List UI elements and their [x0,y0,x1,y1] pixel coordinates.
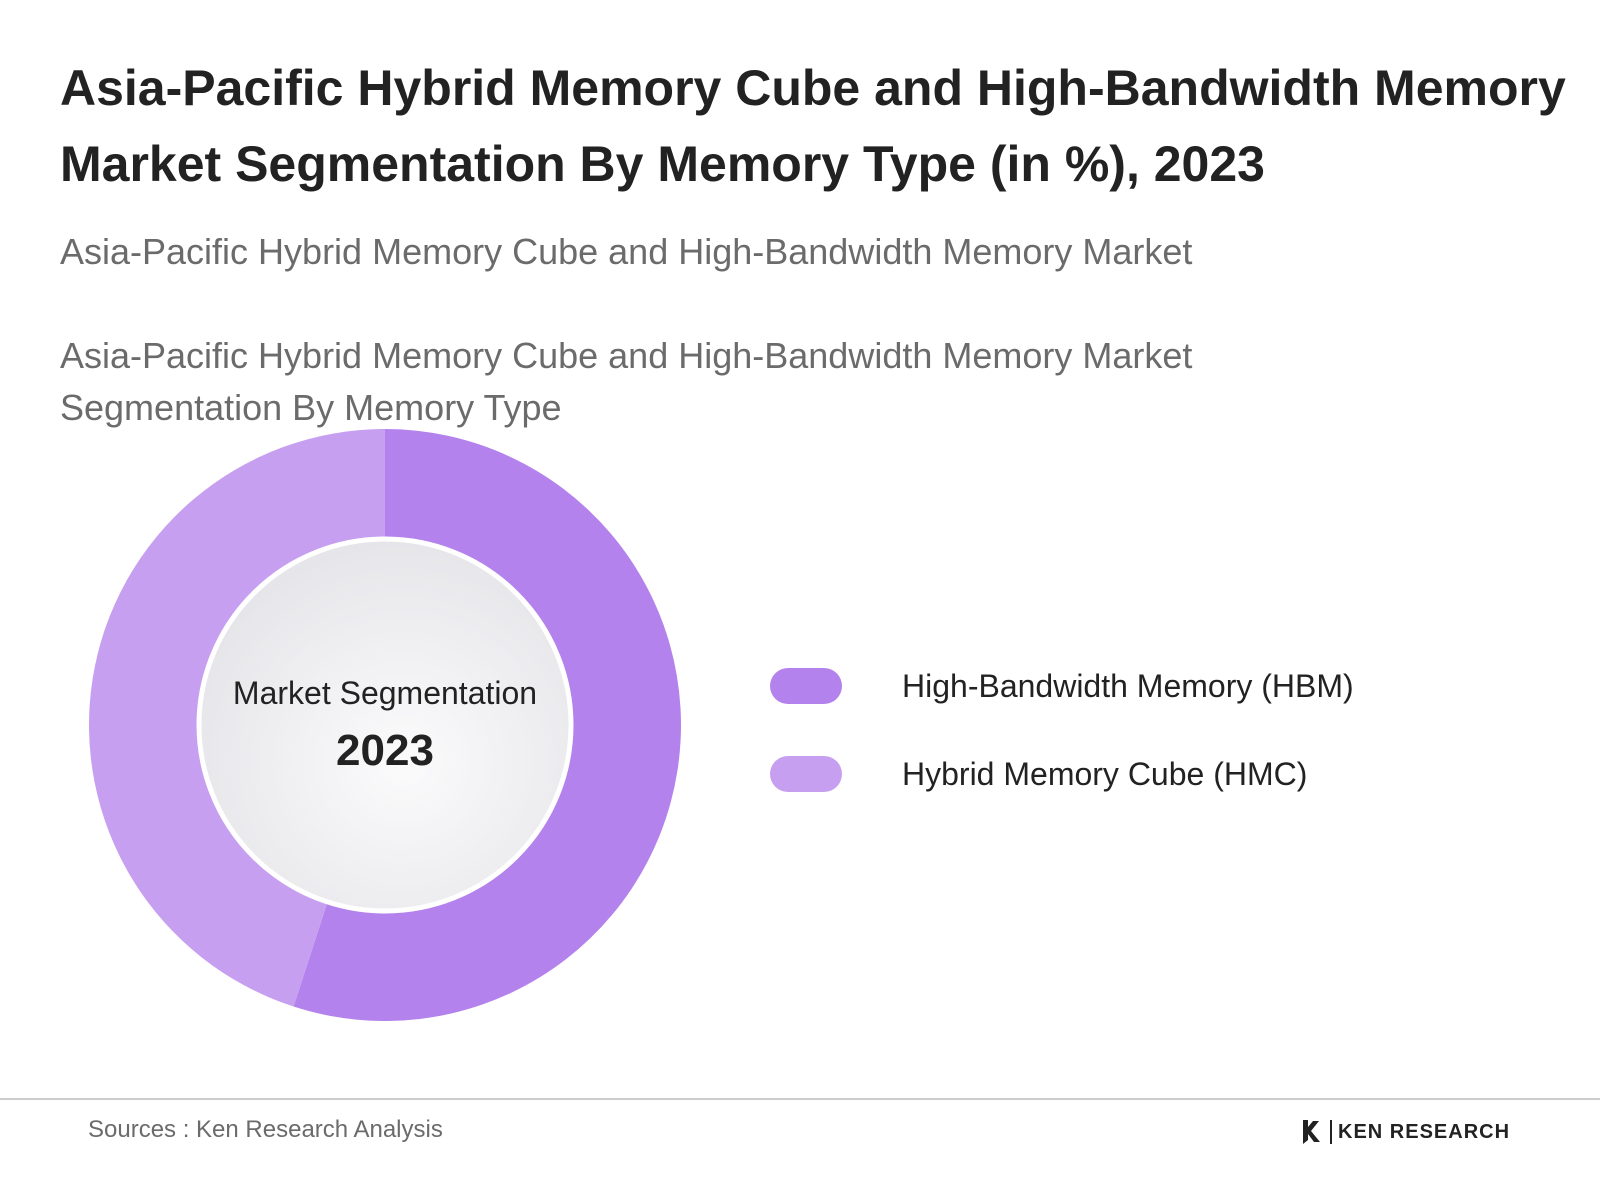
center-caption: Market Segmentation [232,674,538,711]
chart-title: Asia-Pacific Hybrid Memory Cube and High… [60,60,1566,192]
center-year: 2023 [336,725,434,775]
source-note: Sources : Ken Research Analysis [88,1116,443,1143]
ken-research-logo-icon [1303,1120,1320,1144]
brand-logo: KEN RESEARCH [1300,1118,1510,1146]
donut-center-label: Market Segmentation 2023 [190,540,580,910]
legend-label-hbm: High-Bandwidth Memory (HBM) [902,667,1354,704]
legend-item-hmc: Hybrid Memory Cube (HMC) [770,756,1354,792]
brand-separator [1330,1120,1332,1144]
legend-swatch-hmc [770,756,842,792]
chart-legend: High-Bandwidth Memory (HBM) Hybrid Memor… [770,668,1354,844]
footer-divider [0,1098,1600,1100]
donut-slice-hbm [293,429,681,1021]
legend-item-hbm: High-Bandwidth Memory (HBM) [770,668,1354,704]
donut-slice-hmc [88,429,386,1007]
legend-swatch-hbm [770,668,842,704]
chart-subtitle-secondary: Asia-Pacific Hybrid Memory Cube and High… [60,335,1193,428]
donut-center-disc [196,536,574,914]
chart-subtitle: Asia-Pacific Hybrid Memory Cube and High… [60,231,1193,272]
brand-name: KEN RESEARCH [1338,1120,1511,1143]
legend-label-hmc: Hybrid Memory Cube (HMC) [902,755,1308,792]
donut-slices [88,429,681,1021]
